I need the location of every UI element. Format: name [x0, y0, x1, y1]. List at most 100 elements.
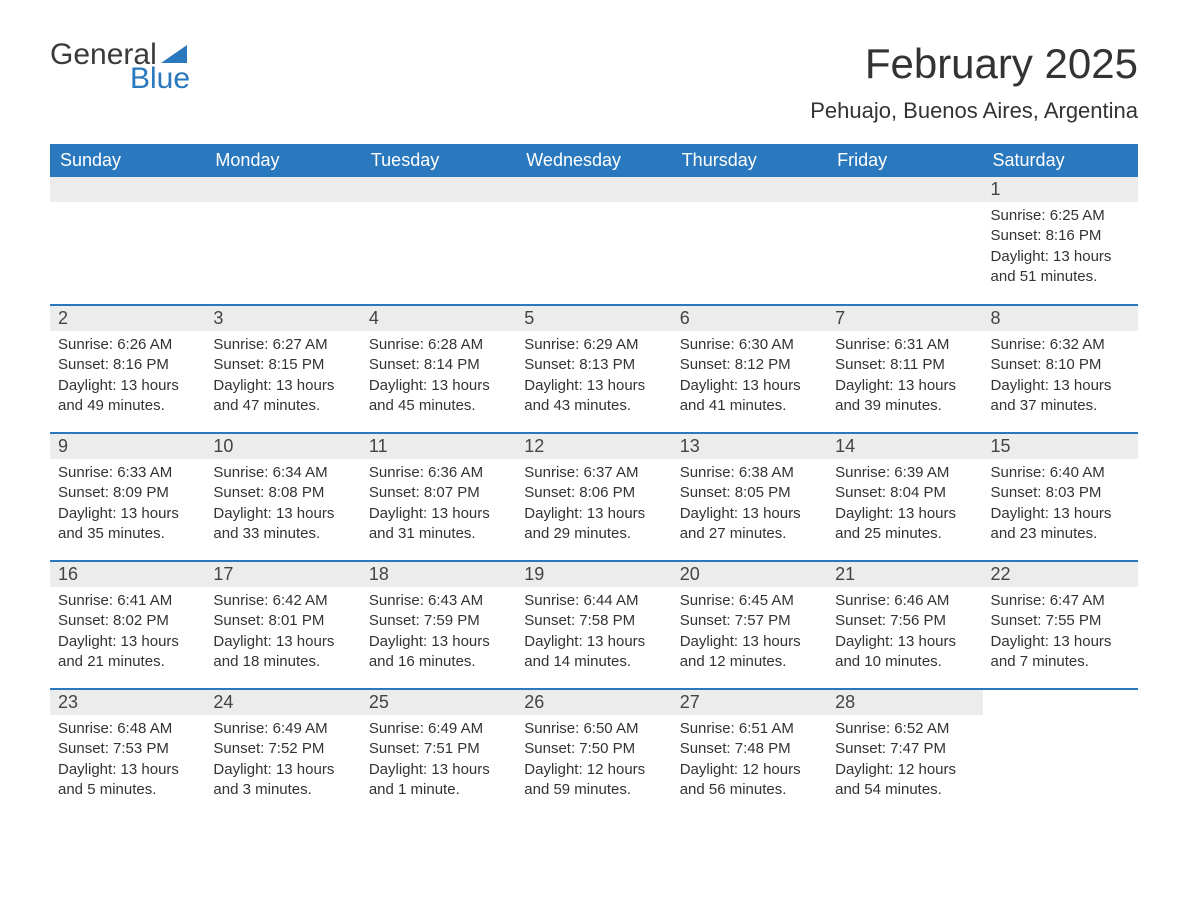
day-details: Sunrise: 6:45 AMSunset: 7:57 PMDaylight:… — [672, 587, 827, 684]
calendar-day-cell — [205, 177, 360, 305]
sunset-text: Sunset: 8:15 PM — [213, 355, 352, 375]
day-details: Sunrise: 6:46 AMSunset: 7:56 PMDaylight:… — [827, 587, 982, 684]
day-details: Sunrise: 6:26 AMSunset: 8:16 PMDaylight:… — [50, 331, 205, 428]
calendar-week-row: 16Sunrise: 6:41 AMSunset: 8:02 PMDayligh… — [50, 561, 1138, 689]
sunset-text: Sunset: 7:50 PM — [524, 739, 663, 759]
day-details: Sunrise: 6:52 AMSunset: 7:47 PMDaylight:… — [827, 715, 982, 812]
logo-triangle-icon — [161, 45, 187, 63]
sunset-text: Sunset: 7:57 PM — [680, 611, 819, 631]
sunrise-text: Sunrise: 6:32 AM — [991, 335, 1130, 355]
logo: General Blue — [50, 40, 190, 94]
daylight-text: Daylight: 13 hours and 37 minutes. — [991, 376, 1130, 417]
day-number: 24 — [205, 690, 360, 715]
sunrise-text: Sunrise: 6:44 AM — [524, 591, 663, 611]
sunrise-text: Sunrise: 6:27 AM — [213, 335, 352, 355]
day-details: Sunrise: 6:32 AMSunset: 8:10 PMDaylight:… — [983, 331, 1138, 428]
daylight-text: Daylight: 13 hours and 14 minutes. — [524, 632, 663, 673]
calendar-table: Sunday Monday Tuesday Wednesday Thursday… — [50, 144, 1138, 817]
day-number: 26 — [516, 690, 671, 715]
calendar-day-cell: 23Sunrise: 6:48 AMSunset: 7:53 PMDayligh… — [50, 689, 205, 817]
sunset-text: Sunset: 7:56 PM — [835, 611, 974, 631]
sunrise-text: Sunrise: 6:47 AM — [991, 591, 1130, 611]
calendar-day-cell: 26 Sunrise: 6:50 AMSunset: 7:50 PMDayligh… — [516, 689, 671, 817]
daylight-text: Daylight: 13 hours and 7 minutes. — [991, 632, 1130, 673]
sunset-text: Sunset: 7:59 PM — [369, 611, 508, 631]
day-number: 28 — [827, 690, 982, 715]
sunset-text: Sunset: 8:10 PM — [991, 355, 1130, 375]
daylight-text: Daylight: 12 hours and 59 minutes. — [524, 760, 663, 801]
daylight-text: Daylight: 13 hours and 43 minutes. — [524, 376, 663, 417]
sunset-text: Sunset: 8:02 PM — [58, 611, 197, 631]
calendar-day-cell — [672, 177, 827, 305]
day-details: Sunrise: 6:48 AMSunset: 7:53 PMDaylight:… — [50, 715, 205, 812]
day-details: Sunrise: 6:34 AMSunset: 8:08 PMDaylight:… — [205, 459, 360, 556]
sunset-text: Sunset: 8:16 PM — [991, 226, 1130, 246]
calendar-day-cell: 9Sunrise: 6:33 AMSunset: 8:09 PMDaylight… — [50, 433, 205, 561]
empty-day-header — [827, 177, 982, 202]
sunrise-text: Sunrise: 6:30 AM — [680, 335, 819, 355]
day-details: Sunrise: 6:28 AMSunset: 8:14 PMDaylight:… — [361, 331, 516, 428]
weekday-header: Wednesday — [516, 144, 671, 177]
sunset-text: Sunset: 7:53 PM — [58, 739, 197, 759]
day-number: 8 — [983, 306, 1138, 331]
sunset-text: Sunset: 8:07 PM — [369, 483, 508, 503]
day-number: 16 — [50, 562, 205, 587]
sunrise-text: Sunrise: 6:39 AM — [835, 463, 974, 483]
calendar-day-cell: 2Sunrise: 6:26 AMSunset: 8:16 PMDaylight… — [50, 305, 205, 433]
calendar-day-cell: 28Sunrise: 6:52 AMSunset: 7:47 PMDayligh… — [827, 689, 982, 817]
calendar-day-cell: 25Sunrise: 6:49 AMSunset: 7:51 PMDayligh… — [361, 689, 516, 817]
calendar-day-cell: 8Sunrise: 6:32 AMSunset: 8:10 PMDaylight… — [983, 305, 1138, 433]
day-number: 21 — [827, 562, 982, 587]
day-details: Sunrise: 6:41 AMSunset: 8:02 PMDaylight:… — [50, 587, 205, 684]
sunset-text: Sunset: 8:13 PM — [524, 355, 663, 375]
sunrise-text: Sunrise: 6:48 AM — [58, 719, 197, 739]
day-number: 20 — [672, 562, 827, 587]
sunrise-text: Sunrise: 6:52 AM — [835, 719, 974, 739]
day-details: Sunrise: 6:25 AMSunset: 8:16 PMDaylight:… — [983, 202, 1138, 299]
sunrise-text: Sunrise: 6:49 AM — [213, 719, 352, 739]
day-number: 7 — [827, 306, 982, 331]
sunrise-text: Sunrise: 6:37 AM — [524, 463, 663, 483]
sunset-text: Sunset: 8:03 PM — [991, 483, 1130, 503]
calendar-day-cell: 18Sunrise: 6:43 AMSunset: 7:59 PMDayligh… — [361, 561, 516, 689]
empty-day-header — [205, 177, 360, 202]
weekday-header: Tuesday — [361, 144, 516, 177]
daylight-text: Daylight: 13 hours and 51 minutes. — [991, 247, 1130, 288]
day-details: Sunrise: 6:44 AMSunset: 7:58 PMDaylight:… — [516, 587, 671, 684]
day-number: 4 — [361, 306, 516, 331]
sunset-text: Sunset: 7:51 PM — [369, 739, 508, 759]
daylight-text: Daylight: 13 hours and 5 minutes. — [58, 760, 197, 801]
day-number: 15 — [983, 434, 1138, 459]
day-details: Sunrise: 6:43 AMSunset: 7:59 PMDaylight:… — [361, 587, 516, 684]
day-number: 1 — [983, 177, 1138, 202]
sunrise-text: Sunrise: 6:26 AM — [58, 335, 197, 355]
calendar-day-cell: 1Sunrise: 6:25 AMSunset: 8:16 PMDaylight… — [983, 177, 1138, 305]
sunrise-text: Sunrise: 6:38 AM — [680, 463, 819, 483]
calendar-week-row: 1Sunrise: 6:25 AMSunset: 8:16 PMDaylight… — [50, 177, 1138, 305]
day-number: 25 — [361, 690, 516, 715]
day-number: 5 — [516, 306, 671, 331]
sunrise-text: Sunrise: 6:33 AM — [58, 463, 197, 483]
day-details: Sunrise: 6:36 AMSunset: 8:07 PMDaylight:… — [361, 459, 516, 556]
day-details: Sunrise: 6:49 AMSunset: 7:52 PMDaylight:… — [205, 715, 360, 812]
daylight-text: Daylight: 13 hours and 49 minutes. — [58, 376, 197, 417]
day-details: Sunrise: 6:47 AMSunset: 7:55 PMDaylight:… — [983, 587, 1138, 684]
sunset-text: Sunset: 8:06 PM — [524, 483, 663, 503]
sunrise-text: Sunrise: 6:45 AM — [680, 591, 819, 611]
weekday-header-row: Sunday Monday Tuesday Wednesday Thursday… — [50, 144, 1138, 177]
sunrise-text: Sunrise: 6:25 AM — [991, 206, 1130, 226]
daylight-text: Daylight: 13 hours and 10 minutes. — [835, 632, 974, 673]
sunrise-text: Sunrise: 6:49 AM — [369, 719, 508, 739]
page-header: General Blue February 2025 Pehuajo, Buen… — [50, 40, 1138, 124]
daylight-text: Daylight: 13 hours and 23 minutes. — [991, 504, 1130, 545]
weekday-header: Friday — [827, 144, 982, 177]
sunset-text: Sunset: 7:47 PM — [835, 739, 974, 759]
calendar-day-cell: 11Sunrise: 6:36 AMSunset: 8:07 PMDayligh… — [361, 433, 516, 561]
day-details: Sunrise: 6:31 AMSunset: 8:11 PMDaylight:… — [827, 331, 982, 428]
daylight-text: Daylight: 13 hours and 21 minutes. — [58, 632, 197, 673]
day-details: Sunrise: 6:29 AMSunset: 8:13 PMDaylight:… — [516, 331, 671, 428]
day-details: Sunrise: 6:33 AMSunset: 8:09 PMDaylight:… — [50, 459, 205, 556]
day-number: 18 — [361, 562, 516, 587]
calendar-day-cell: 15Sunrise: 6:40 AMSunset: 8:03 PMDayligh… — [983, 433, 1138, 561]
sunrise-text: Sunrise: 6:50 AM — [524, 719, 663, 739]
